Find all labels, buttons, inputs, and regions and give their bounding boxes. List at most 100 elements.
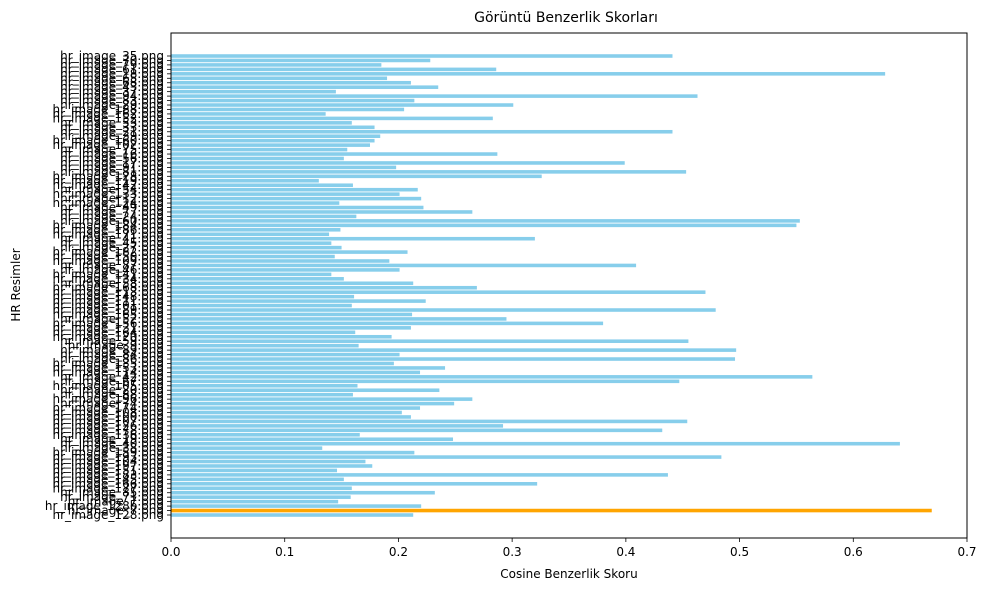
y-tick-label: hr_image_145.png (53, 472, 164, 486)
y-tick-label: hr_image_142.png (53, 178, 164, 192)
y-tick-label: hr_image_43.png (60, 80, 164, 94)
y-tick-label: hr_image_16.png (60, 147, 164, 161)
bar (171, 63, 382, 67)
bar (171, 165, 397, 170)
bar (171, 383, 358, 388)
y-tick-label: hr_image_104.png (53, 455, 164, 469)
bar (171, 107, 405, 112)
x-tick-label: 0.0 (161, 545, 180, 559)
bar (171, 482, 538, 486)
y-tick-label: hr_image_152.png (53, 111, 164, 125)
bar (171, 232, 330, 237)
y-tick-label: hr_image_89.png (60, 343, 164, 357)
x-axis-label: Cosine Benzerlik Skoru (500, 567, 637, 581)
bar (171, 178, 319, 183)
bar (171, 433, 360, 437)
y-tick-label: hr_image_197.png (53, 459, 164, 473)
y-tick-label: hr_image_86.png (60, 352, 164, 366)
y-tick-label: hr_image_18.png (60, 67, 164, 81)
y-tick-labels: hr_image_35.pnghr_image_70.pnghr_image_7… (45, 49, 171, 522)
bar (171, 437, 454, 442)
bar (171, 441, 900, 446)
bar (171, 410, 402, 415)
bar (171, 397, 473, 401)
bar (171, 219, 800, 223)
y-tick-label: hr_image_188.png (53, 102, 164, 116)
y-tick-label: hr_image_19.png (60, 432, 164, 446)
y-tick-label: hr_image_24.png (60, 209, 164, 223)
y-tick-label: hr_image_128.png (53, 169, 164, 183)
y-tick-label: hr_image_7.png (68, 504, 164, 518)
bar (171, 223, 797, 228)
bar (171, 486, 352, 491)
x-tick-label: 0.6 (844, 545, 863, 559)
y-tick-label: hr_image_178.png (53, 423, 164, 437)
y-tick-label: hr_image_39.png (60, 129, 164, 143)
y-tick-label: hr_image_171.png (53, 227, 164, 241)
bar (171, 477, 344, 482)
bar (171, 285, 477, 290)
bar (171, 98, 415, 103)
y-tick-label: hr_image_35.png (60, 49, 164, 63)
bar (171, 134, 381, 138)
bar (171, 268, 400, 272)
y-tick-label: hr_image_49.png (60, 201, 164, 215)
y-tick-label: hr_image_91.png (60, 160, 164, 174)
y-tick-label: hr_image_71.png (60, 490, 164, 504)
y-tick-label: hr_image_46.png (60, 263, 164, 277)
bar (171, 147, 348, 152)
y-tick-label: hr_image_165.png (53, 307, 164, 321)
bar (171, 54, 673, 58)
bar (171, 415, 411, 419)
y-tick-label: hr_image_156.png (53, 316, 164, 330)
x-tick-label: 0.2 (389, 545, 408, 559)
bar (171, 419, 688, 424)
bar (171, 174, 542, 179)
y-tick-label: hr_image_141.png (53, 267, 164, 281)
bar (171, 196, 422, 201)
bar (171, 357, 736, 361)
bar (171, 272, 332, 277)
y-tick-label: hr_image_42.png (60, 370, 164, 384)
bar (171, 499, 339, 504)
y-tick-label: hr_image_87.png (60, 258, 164, 272)
bar (171, 112, 326, 116)
bar (171, 308, 716, 312)
bar (171, 361, 394, 366)
y-tick-label: hr_image_83.png (60, 94, 164, 108)
bar (171, 76, 388, 81)
y-tick-label: hr_image_150.png (53, 250, 164, 264)
bar (171, 121, 352, 125)
y-tick-label: hr_image_164.png (53, 325, 164, 339)
bar (171, 473, 668, 477)
y-tick-label: hr_image_128.png (53, 508, 164, 522)
y-tick-label: hr_image_101.png (53, 299, 164, 313)
y-tick-label: hr_image_38.png (60, 441, 164, 455)
y-tick-label: hr_image_41.png (60, 232, 164, 246)
y-tick-label: hr_image_151.png (53, 463, 164, 477)
y-tick-label: hr_image_59.png (60, 334, 164, 348)
y-tick-label: hr_image_100.png (53, 410, 164, 424)
bar (171, 321, 604, 326)
y-tick-label: hr_image_186.png (53, 223, 164, 237)
y-tick-label: hr_image_75.png (60, 143, 164, 157)
bar (171, 401, 455, 406)
bar (171, 388, 440, 393)
y-tick-label: hr_image_128b.png (45, 499, 164, 513)
bar (171, 490, 435, 495)
bar (171, 236, 535, 241)
bar (171, 339, 689, 343)
bar (171, 72, 886, 76)
bar (171, 281, 414, 286)
bar (171, 67, 497, 72)
bar (171, 143, 370, 147)
y-tick-label: hr_image_54.png (60, 183, 164, 197)
y-tick-label: hr_image_159.png (53, 446, 164, 460)
x-tick-label: 0.4 (616, 545, 635, 559)
bar (171, 241, 332, 245)
y-tick-label: hr_image_94.png (60, 89, 164, 103)
x-tick-label: 0.1 (275, 545, 294, 559)
y-tick-label: hr_image_17.png (60, 156, 164, 170)
y-tick-label: hr_image_177.png (53, 481, 164, 495)
